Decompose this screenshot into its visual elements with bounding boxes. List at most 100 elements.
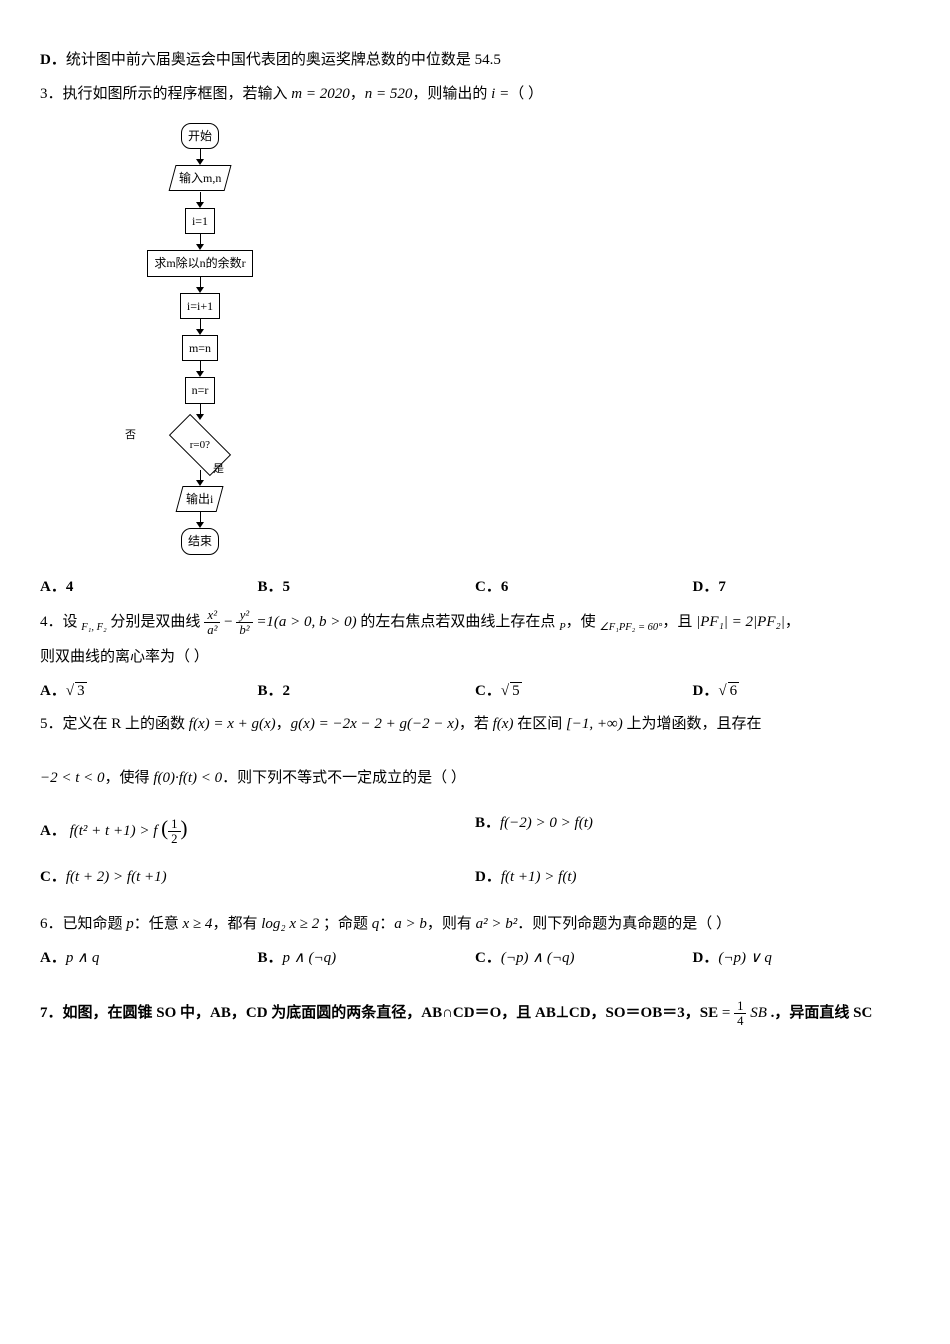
fc-output: 输出i	[176, 486, 224, 512]
opt-label: C．	[475, 579, 501, 595]
q3-m: m = 2020	[291, 86, 349, 102]
sqrt-icon	[501, 683, 509, 699]
opt-val: 3	[75, 682, 87, 699]
q5-optB: B．f(−2) > 0 > f(t)	[475, 811, 910, 847]
q6-b: ：任意	[134, 916, 183, 932]
q3-stem: 3．执行如图所示的程序框图，若输入 m = 2020，n = 520，则输出的 …	[40, 82, 910, 108]
q6-e: ：	[379, 916, 394, 932]
rparen-icon: )	[181, 816, 188, 840]
q7-SB: SB	[746, 1005, 766, 1021]
fc-edge	[200, 404, 201, 414]
q6-optB: B．p ∧ (¬q)	[258, 946, 476, 972]
frac-den: 4	[734, 1014, 746, 1028]
q3-num: 3．	[40, 86, 63, 102]
fc-input: 输入m,n	[168, 165, 231, 191]
q6-g: ．则下列命题为真命题的是（ ）	[517, 916, 731, 932]
sqrt-icon	[718, 683, 726, 699]
optA-frac: 12	[168, 817, 180, 846]
q6-log: log₂ x ≥ 2	[261, 916, 319, 932]
q4-frac2: y²b²	[236, 608, 252, 637]
q7-b: .，异面直线 SC	[771, 1005, 873, 1021]
fc-arrow-icon	[196, 480, 204, 486]
q5-gdef: g(x) = −2x − 2 + g(−2 − x)	[291, 716, 459, 732]
q5-c: 在区间	[513, 716, 566, 732]
q7-stem: 7．如图，在圆锥 SO 中，AB，CD 为底面圆的两条直径，AB∩CD＝O，且 …	[40, 999, 910, 1028]
q4-e: ，且	[662, 614, 696, 630]
q3-optD: D．7	[693, 575, 911, 601]
q6-c: ，都有	[212, 916, 261, 932]
q5-cond: f(0)·f(t) < 0	[153, 770, 222, 786]
opt-val: 6	[728, 682, 740, 699]
fc-yes-label: 是	[213, 460, 224, 479]
q6-x: x ≥ 4	[183, 916, 213, 932]
opt-label: A．	[40, 579, 66, 595]
q3-n: n = 520	[365, 86, 413, 102]
q3-flowchart: 开始 输入m,n i=1 求m除以n的余数r i=i+1 m=n n=r 否 r…	[110, 123, 290, 555]
q4-num: 4．	[40, 614, 63, 630]
q5-optA: A． f(t² + t +1) > f (12)	[40, 811, 475, 847]
q5-int: [−1, +∞)	[566, 716, 623, 732]
opt-val: 5	[510, 682, 522, 699]
opt-val: 7	[718, 579, 726, 595]
q6-optD: D．(¬p) ∨ q	[693, 946, 911, 972]
q3-options: A．4 B．5 C．6 D．7	[40, 575, 910, 601]
q6-a: 已知命题	[63, 916, 127, 932]
q5-stem-line2: −2 < t < 0，使得 f(0)·f(t) < 0．则下列不等式不一定成立的…	[40, 766, 910, 792]
q3-optC: C．6	[475, 575, 693, 601]
q4-line2-text: 则双曲线的离心率为（ ）	[40, 649, 209, 665]
q3-text-a: 执行如图所示的程序框图，若输入	[63, 86, 292, 102]
q4-options: A．3 B．2 C．5 D．6	[40, 679, 910, 705]
q5-b: ，若	[459, 716, 493, 732]
fc-edge	[200, 470, 201, 480]
q5-fdef: f(x) = x + g(x)	[189, 716, 276, 732]
q6-a2b2: a² > b²	[476, 916, 518, 932]
q4-optD: D．6	[693, 679, 911, 705]
q5-options-row1: A． f(t² + t +1) > f (12) B．f(−2) > 0 > f…	[40, 811, 910, 847]
opt-val: 4	[66, 579, 74, 595]
fc-assign-m: m=n	[182, 335, 218, 361]
fc-rem: 求m除以n的余数r	[147, 250, 252, 276]
q6-num: 6．	[40, 916, 63, 932]
fc-edge	[200, 192, 201, 202]
q5-d: 上为增函数，且存在	[623, 716, 762, 732]
opt-txt: f(t² + t +1) > f	[70, 823, 158, 839]
q5-a: 定义在 R 上的函数	[63, 716, 189, 732]
opt-label: D．	[693, 950, 719, 966]
fc-output-text: 输出i	[186, 489, 213, 509]
opt-label: D．	[475, 869, 501, 885]
opt-label: A．	[40, 823, 66, 839]
opt-val: 6	[501, 579, 509, 595]
q5-l2b: ，使得	[105, 770, 154, 786]
q3-optB: B．5	[258, 575, 476, 601]
q6-options: A．p ∧ q B．p ∧ (¬q) C．(¬p) ∧ (¬q) D．(¬p) …	[40, 946, 910, 972]
opt-label: B．	[258, 579, 283, 595]
q4-pf: |PF₁| = 2|PF₂|	[696, 614, 785, 630]
opt-label: A．	[40, 683, 66, 699]
q3-optA: A．4	[40, 575, 258, 601]
opt-txt: p ∧ (¬q)	[283, 950, 337, 966]
frac-den: a²	[204, 623, 220, 637]
opt-txt: f(t +1) > f(t)	[501, 869, 577, 885]
opt-txt: f(t + 2) > f(t +1)	[66, 869, 167, 885]
fc-decision-wrap: 否 r=0? 是	[171, 420, 229, 470]
q5-stem-line1: 5．定义在 R 上的函数 f(x) = x + g(x)，g(x) = −2x …	[40, 712, 910, 738]
q5-options-row2: C．f(t + 2) > f(t +1) D．f(t +1) > f(t)	[40, 865, 910, 891]
q5-l2c: ．则下列不等式不一定成立的是（ ）	[222, 770, 466, 786]
fc-input-text: 输入m,n	[179, 168, 221, 188]
opt-label: D．	[693, 579, 719, 595]
opt-txt: (¬p) ∧ (¬q)	[501, 950, 575, 966]
q4-c: 的左右焦点若双曲线上存在点	[360, 614, 559, 630]
fc-decision-text: r=0?	[190, 435, 210, 454]
q3-c1: ，	[350, 86, 365, 102]
q4-b: 分别是双曲线	[107, 614, 205, 630]
fc-assign-n: n=r	[185, 377, 216, 403]
fc-init: i=1	[185, 208, 215, 234]
opt-label: D．	[40, 52, 66, 68]
q2-option-D: D．统计图中前六届奥运会中国代表团的奥运奖牌总数的中位数是 54.5	[40, 48, 910, 74]
fc-edge	[200, 319, 201, 329]
frac-num: y²	[236, 608, 252, 623]
opt-label: C．	[475, 950, 501, 966]
q7-a: 如图，在圆锥 SO 中，AB，CD 为底面圆的两条直径，AB∩CD＝O，且 AB…	[63, 1005, 722, 1021]
q4-a: 设	[63, 614, 82, 630]
frac-num: 1	[734, 999, 746, 1014]
